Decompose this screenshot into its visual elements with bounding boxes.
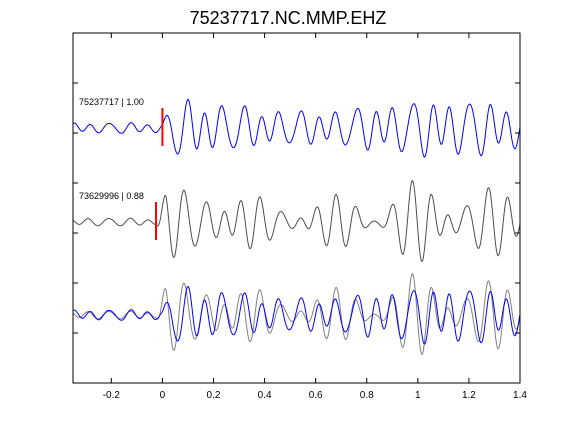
x-tick-label: 0 bbox=[160, 390, 166, 401]
traces-layer bbox=[72, 99, 521, 355]
trace-label-2: 73629996 | 0.88 bbox=[79, 191, 144, 201]
axes-box bbox=[72, 32, 521, 384]
trace-line-1 bbox=[72, 99, 521, 158]
x-tick-label: 1.4 bbox=[513, 390, 527, 401]
x-tick-label: -0.2 bbox=[103, 390, 121, 401]
x-tick-label: 1.2 bbox=[462, 390, 476, 401]
trace-labels: 75237717 | 1.00 73629996 | 0.88 bbox=[79, 97, 144, 201]
x-tick-label: 1 bbox=[415, 390, 421, 401]
x-tick-label: 0.2 bbox=[207, 390, 221, 401]
x-tick-label: 0.4 bbox=[258, 390, 272, 401]
x-tick-label: 0.6 bbox=[309, 390, 323, 401]
overlay-line-1 bbox=[72, 286, 521, 345]
picks-layer bbox=[155, 108, 164, 240]
y-axis bbox=[73, 32, 520, 384]
chart-title: 75237717.NC.MMP.EHZ bbox=[190, 8, 387, 28]
trace-label-1: 75237717 | 1.00 bbox=[79, 97, 144, 107]
trace-line-2 bbox=[72, 180, 521, 262]
x-axis: -0.2 0 0.2 0.4 0.6 0.8 1 1.2 1.4 bbox=[103, 33, 527, 401]
x-tick-label: 0.8 bbox=[360, 390, 374, 401]
